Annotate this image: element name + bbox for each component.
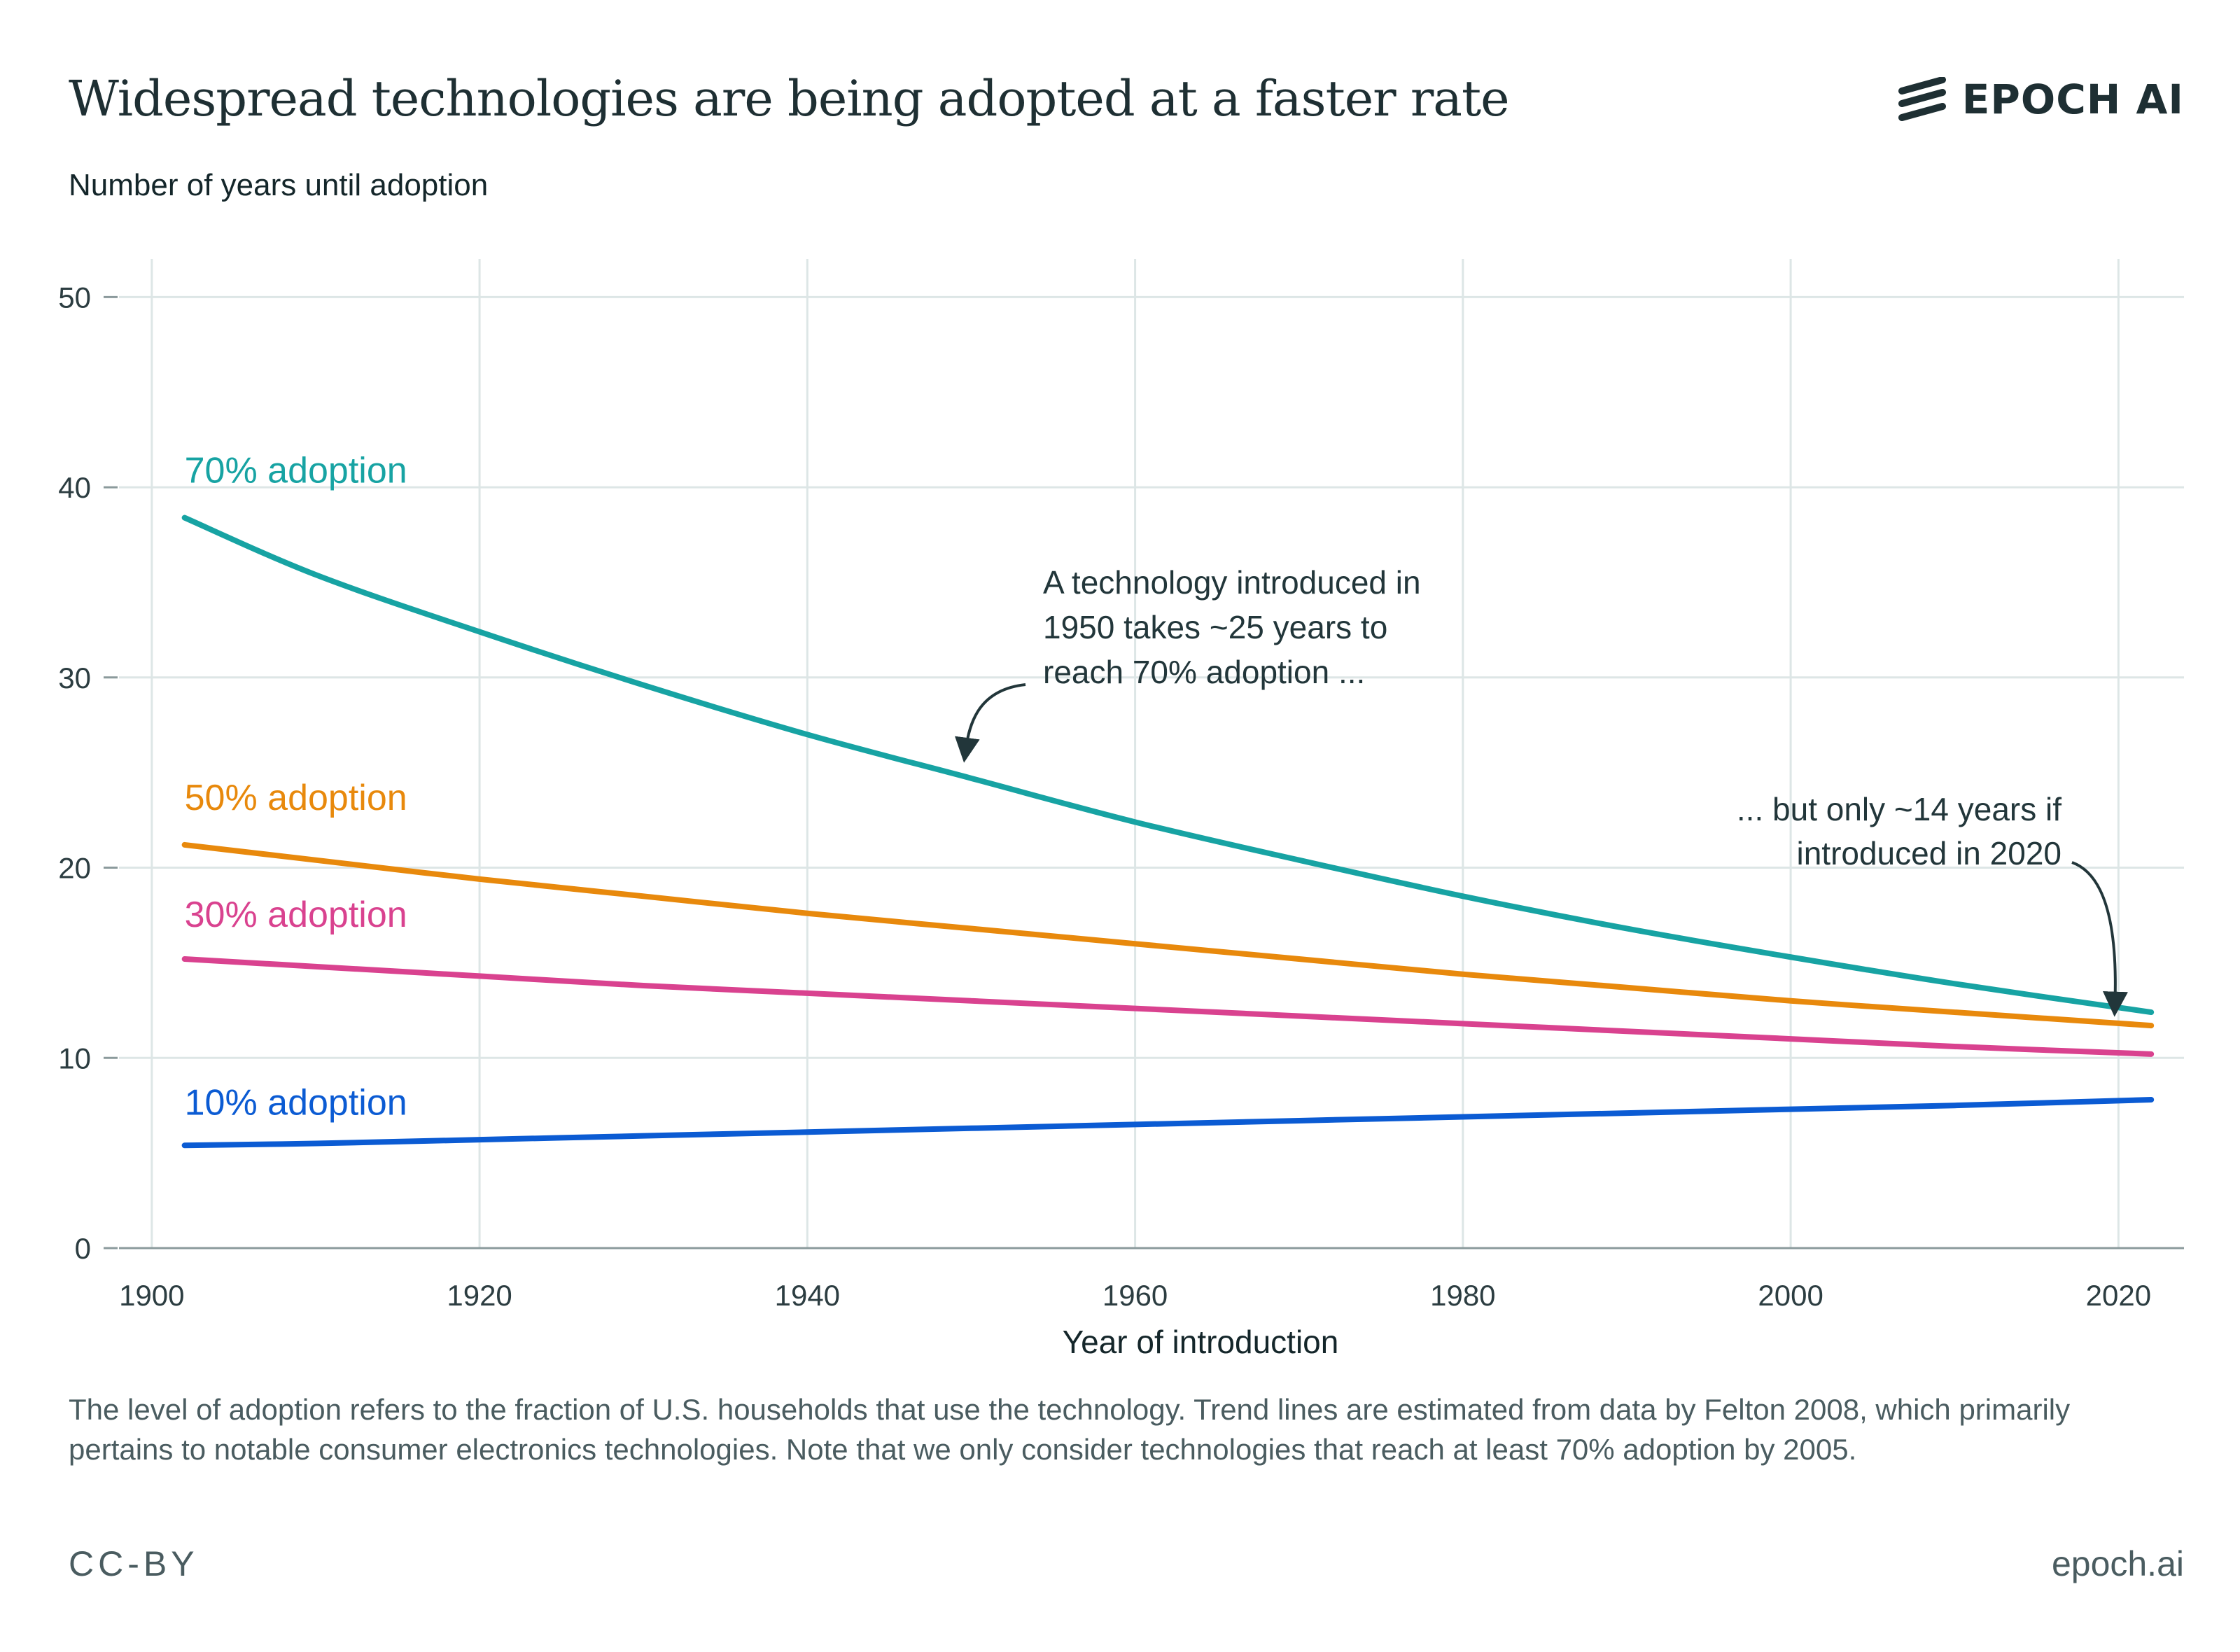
- series-label: 70% adoption: [185, 451, 407, 491]
- y-tick-label: 0: [75, 1232, 91, 1265]
- series-line: [181, 955, 2155, 1057]
- series-line: [181, 841, 2155, 1029]
- x-tick-label: 1980: [1430, 1279, 1495, 1312]
- annotation-arrow-2020: [2071, 861, 2128, 1017]
- annotation-text-1950: A technology introduced in: [1043, 564, 1421, 601]
- y-tick-label: 30: [58, 662, 91, 694]
- annotation-text-2020: introduced in 2020: [1796, 835, 2062, 872]
- chart-caption: The level of adoption refers to the frac…: [69, 1393, 2071, 1466]
- annotation-text-2020: ... but only ~14 years if: [1737, 791, 2062, 827]
- x-axis-title: Year of introduction: [1063, 1324, 1339, 1360]
- x-tick-label: 1940: [775, 1279, 840, 1312]
- x-tick-label: 1900: [119, 1279, 184, 1312]
- epoch-stripes-icon: [1898, 77, 1946, 121]
- y-tick-label: 50: [58, 281, 91, 314]
- y-tick-label: 40: [58, 471, 91, 504]
- series-label: 50% adoption: [185, 778, 407, 818]
- annotation-text-1950: 1950 takes ~25 years to: [1043, 609, 1387, 645]
- series-line: [181, 514, 2155, 1016]
- y-tick-label: 10: [58, 1042, 91, 1074]
- epoch-logo: EPOCH AI: [1898, 76, 2184, 123]
- annotation-text-1950: reach 70% adoption ...: [1043, 654, 1365, 690]
- x-tick-label: 1960: [1102, 1279, 1168, 1312]
- x-tick-label: 2000: [1758, 1279, 1823, 1312]
- annotation-arrow-1950: [954, 683, 1026, 763]
- y-tick-label: 20: [58, 852, 91, 885]
- chart-title: Widespread technologies are being adopte…: [69, 70, 1510, 127]
- x-tick-label: 2020: [2086, 1279, 2151, 1312]
- line-chart: 1900 1920 1940 1960 1980 2000 2020 0 10 20 30 40 50 Y…: [58, 259, 2184, 1360]
- site-link[interactable]: epoch.ai: [2051, 1544, 2184, 1583]
- y-axis-title: Number of years until adoption: [69, 168, 489, 202]
- series-label: 10% adoption: [185, 1082, 407, 1123]
- series-label: 30% adoption: [185, 895, 407, 935]
- x-tick-label: 1920: [447, 1279, 512, 1312]
- logo-text: EPOCH AI: [1961, 76, 2184, 123]
- license-label: CC-BY: [69, 1544, 199, 1583]
- series-line: [181, 1097, 2155, 1149]
